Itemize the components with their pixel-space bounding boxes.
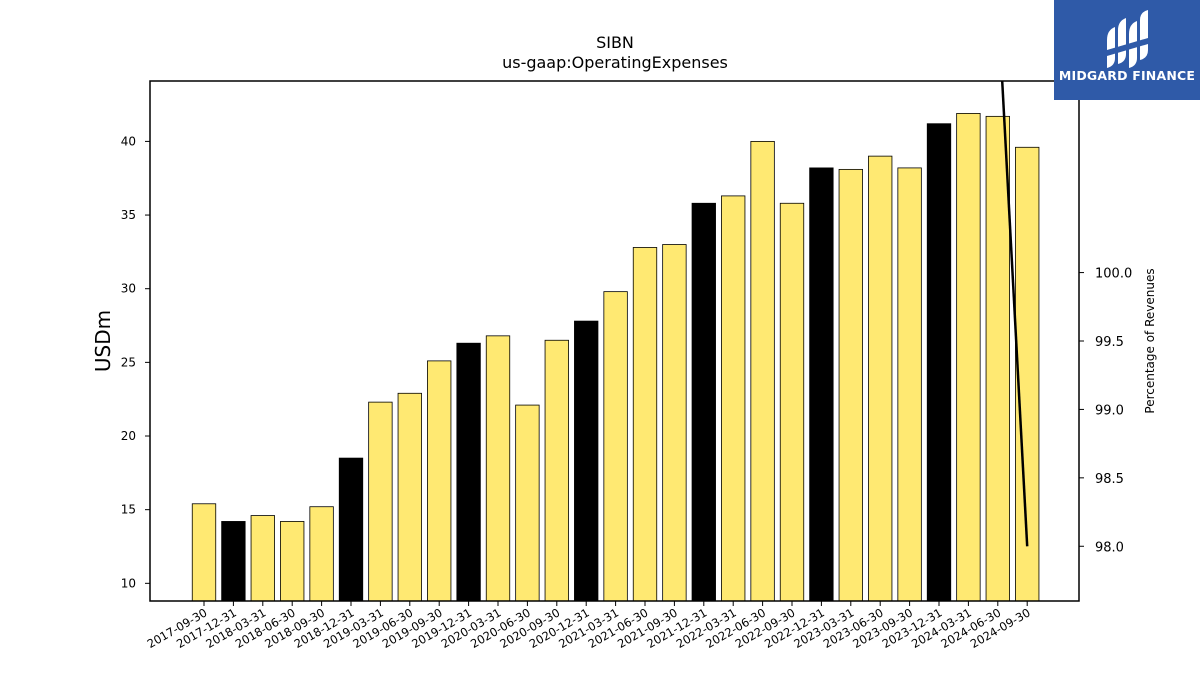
bar: [191, 503, 217, 602]
y-axis-title: USDm: [91, 310, 115, 372]
y2-tick-label: 99.0: [1095, 403, 1124, 418]
bar: [250, 515, 275, 602]
bar: [603, 291, 628, 602]
y-tick-label: 30: [121, 282, 136, 296]
bar: [632, 247, 658, 602]
line-layer: [1000, 81, 1029, 547]
bar: [397, 392, 422, 602]
bar: [544, 339, 569, 602]
logo-text: MIDGARD FINANCE: [1059, 68, 1195, 83]
logo: MIDGARD FINANCE: [1054, 0, 1200, 100]
bar: [368, 401, 393, 602]
y2-tick-label: 98.0: [1095, 540, 1124, 555]
y-tick-label: 15: [121, 503, 136, 517]
y-tick-label: 10: [121, 576, 136, 590]
bar: [309, 506, 334, 602]
y-tick-label: 25: [121, 355, 136, 369]
y-tick-label: 35: [121, 208, 136, 222]
chart-title: SIBN: [596, 33, 634, 52]
bar: [691, 202, 716, 602]
bar: [574, 320, 599, 602]
bar: [897, 167, 922, 602]
y2-axis-title: Percentage of Revenues: [1143, 268, 1157, 413]
bar: [338, 457, 364, 602]
bar: [456, 342, 481, 602]
bar: [868, 155, 893, 602]
chart-subtitle: us-gaap:OperatingExpenses: [502, 53, 728, 72]
midgard-logo-icon: [1107, 10, 1148, 68]
bar: [750, 140, 775, 602]
bar: [221, 521, 246, 602]
bar: [427, 360, 452, 602]
y-tick-label: 20: [121, 429, 136, 443]
right-axis: 98.0 98.5 99.0 99.5 100.0: [1079, 267, 1132, 555]
bar: [779, 202, 805, 602]
y2-tick-label: 100.0: [1095, 267, 1132, 282]
bar: [515, 404, 540, 602]
left-axis: 10 15 20 25 30 35 40: [121, 134, 150, 590]
y2-tick-label: 98.5: [1095, 472, 1124, 487]
bar: [721, 195, 746, 602]
bar: [956, 113, 981, 602]
y2-tick-label: 99.5: [1095, 335, 1124, 350]
bar: [809, 167, 834, 602]
bar: [280, 521, 305, 602]
bars-group: [191, 113, 1040, 602]
x-axis: 2017-09-302017-12-312018-03-312018-06-30…: [145, 601, 1033, 651]
bar: [662, 244, 687, 602]
revenue-percentage-line: [1000, 81, 1029, 547]
bar: [985, 115, 1010, 602]
y-tick-label: 40: [121, 134, 136, 148]
bar: [926, 123, 952, 602]
bar: [485, 335, 511, 602]
bar: [838, 168, 863, 602]
